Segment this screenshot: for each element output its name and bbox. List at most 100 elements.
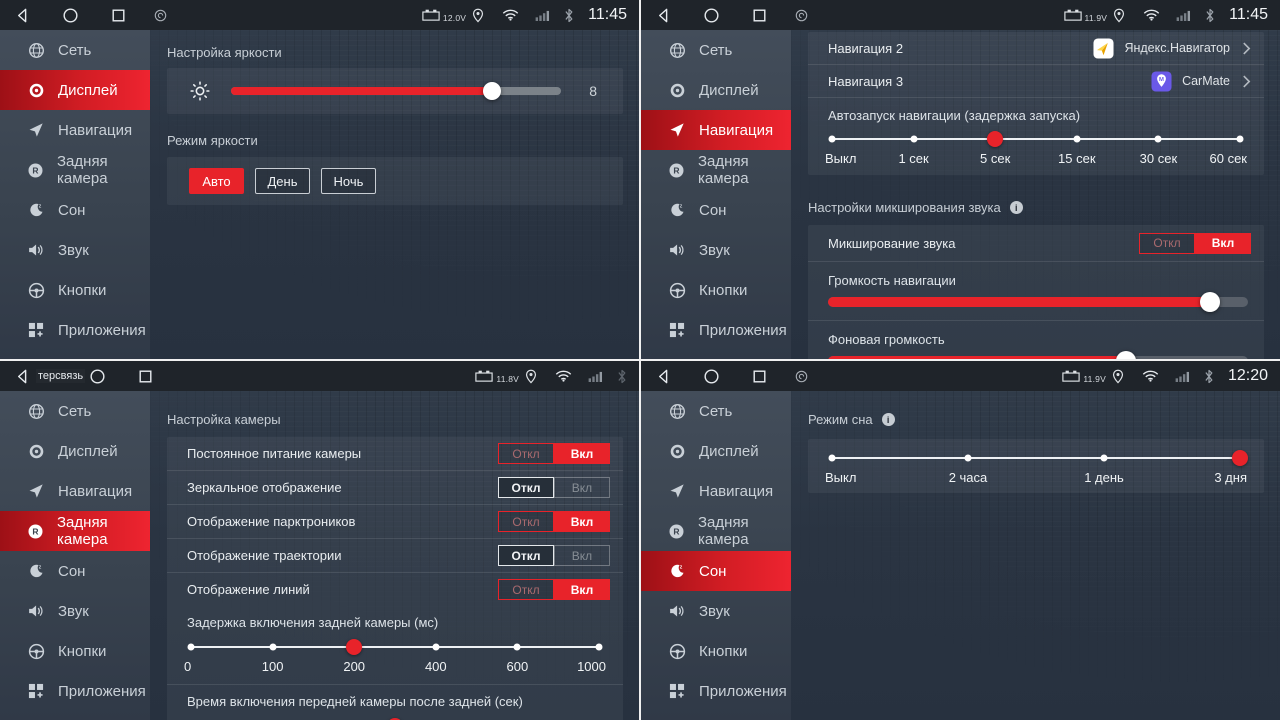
step-slider-track[interactable] xyxy=(191,717,599,720)
sidebar-item-sleep[interactable]: z Сон xyxy=(0,551,150,591)
recents-icon[interactable] xyxy=(137,368,154,385)
camera-delay-slider[interactable]: 0 100 200 400 600 1000 xyxy=(184,638,606,674)
toggle-off-button[interactable]: Откл xyxy=(498,443,554,464)
sidebar-item-network[interactable]: Сеть xyxy=(0,30,150,70)
toggle-on-button[interactable]: Вкл xyxy=(554,579,610,600)
sidebar-item-display[interactable]: Дисплей xyxy=(641,431,791,471)
autostart-delay-slider[interactable]: Выкл 1 сек 5 сек 15 сек 30 сек 60 сек xyxy=(825,130,1247,166)
sidebar-item-label: Дисплей xyxy=(58,81,118,99)
clock-label: 11:45 xyxy=(588,6,627,23)
step-slider-track[interactable] xyxy=(828,449,1248,467)
slider-track[interactable] xyxy=(828,351,1248,359)
sidebar-item-sleep[interactable]: z Сон xyxy=(641,551,791,591)
slider-track[interactable] xyxy=(828,292,1248,312)
navigation2-row[interactable]: Навигация 2 Яндекс.Навигатор xyxy=(808,32,1264,64)
toggle-off-button[interactable]: Откл xyxy=(1139,232,1195,254)
sidebar-item-apps[interactable]: Приложения xyxy=(641,310,791,350)
sidebar-item-label: Звук xyxy=(58,241,89,259)
sidebar-item-buttons[interactable]: Кнопки xyxy=(0,270,150,310)
divider xyxy=(808,320,1264,321)
sidebar-item-navigation[interactable]: Навигация xyxy=(641,110,791,150)
home-icon[interactable] xyxy=(89,368,106,385)
sidebar-item-sound[interactable]: Звук xyxy=(641,230,791,270)
sidebar-item-display[interactable]: Дисплей xyxy=(641,70,791,110)
sleep-mode-slider[interactable]: Выкл 2 часа 1 день 3 дня xyxy=(825,449,1248,485)
front-camera-time-slider[interactable]: Выкл10152060 xyxy=(191,717,599,720)
back-icon[interactable] xyxy=(655,368,672,385)
toggle-on-button[interactable]: Вкл xyxy=(554,545,610,566)
sidebar-item-sleep[interactable]: z Сон xyxy=(641,190,791,230)
background-volume-slider[interactable] xyxy=(828,351,1248,359)
toggle-off-button[interactable]: Откл xyxy=(498,477,554,498)
step-slider-track[interactable] xyxy=(828,130,1244,148)
sidebar-item-apps[interactable]: Приложения xyxy=(0,310,150,350)
sidebar-item-label: Сеть xyxy=(699,41,733,59)
home-icon[interactable] xyxy=(703,7,720,24)
sidebar-item-apps[interactable]: Приложения xyxy=(0,671,150,711)
sidebar-item-rear-camera[interactable]: R Задняя камера xyxy=(0,511,150,551)
sidebar-item-sound[interactable]: Звук xyxy=(641,591,791,631)
recents-icon[interactable] xyxy=(751,7,768,24)
home-icon[interactable] xyxy=(703,368,720,385)
sidebar-item-rear-camera[interactable]: R Задняя камера xyxy=(641,511,791,551)
sidebar-item-label: Сеть xyxy=(58,402,92,420)
sidebar-item-navigation[interactable]: Навигация xyxy=(0,110,150,150)
network-icon xyxy=(27,403,45,420)
sidebar-item-navigation[interactable]: Навигация xyxy=(0,471,150,511)
brightness-mode-button[interactable]: День xyxy=(255,168,310,194)
sidebar-item-buttons[interactable]: Кнопки xyxy=(641,631,791,671)
back-icon[interactable] xyxy=(655,7,672,24)
slider-track[interactable] xyxy=(231,82,561,100)
brightness-value: 8 xyxy=(589,83,597,99)
back-icon[interactable] xyxy=(14,7,31,24)
navigation-settings-content: Навигация 2 Яндекс.Навигатор Навигация 3 xyxy=(791,30,1280,359)
step-slider-track[interactable] xyxy=(187,638,603,656)
sidebar-item-sound[interactable]: Звук xyxy=(0,230,150,270)
svg-text:R: R xyxy=(32,165,38,175)
sidebar-item-buttons[interactable]: Кнопки xyxy=(0,631,150,671)
sidebar-item-network[interactable]: Сеть xyxy=(0,391,150,431)
sidebar-item-network[interactable]: Сеть xyxy=(641,30,791,70)
home-icon[interactable] xyxy=(62,7,79,24)
navigation3-row[interactable]: Навигация 3 M CarMate xyxy=(808,65,1264,97)
sidebar-item-apps[interactable]: Приложения xyxy=(641,671,791,711)
brightness-mode-button[interactable]: Ночь xyxy=(321,168,376,194)
sidebar-item-rear-camera[interactable]: R Задняя камера xyxy=(0,150,150,190)
battery-voltage-label: 12.0V xyxy=(442,13,467,23)
slider-thumb[interactable] xyxy=(1116,351,1137,359)
sidebar-item-network[interactable]: Сеть xyxy=(641,391,791,431)
info-icon[interactable]: i xyxy=(881,413,895,426)
recents-icon[interactable] xyxy=(751,368,768,385)
navigation-volume-slider[interactable] xyxy=(828,292,1248,312)
brightness-mode-button[interactable]: Авто xyxy=(189,168,244,194)
brightness-slider[interactable] xyxy=(231,82,561,100)
toggle-on-button[interactable]: Вкл xyxy=(554,443,610,464)
battery-icon xyxy=(1062,370,1081,382)
slider-thumb[interactable] xyxy=(482,82,501,100)
sidebar-item-navigation[interactable]: Навигация xyxy=(641,471,791,511)
sidebar-item-label: Приложения xyxy=(699,321,787,339)
info-icon[interactable]: i xyxy=(1009,201,1023,214)
svg-text:R: R xyxy=(673,165,679,175)
setting-label: Отображение линий xyxy=(187,582,310,597)
battery-icon xyxy=(422,9,440,21)
sidebar-item-display[interactable]: Дисплей xyxy=(0,70,150,110)
slider-thumb[interactable] xyxy=(1200,292,1221,312)
sidebar-item-sound[interactable]: Звук xyxy=(0,591,150,631)
status-bar: 11.9V 11:45 xyxy=(641,0,1280,30)
toggle-on-button[interactable]: Вкл xyxy=(554,511,610,532)
toggle-off-button[interactable]: Откл xyxy=(498,511,554,532)
sidebar-item-buttons[interactable]: Кнопки xyxy=(641,270,791,310)
sidebar-item-sleep[interactable]: z Сон xyxy=(0,190,150,230)
sidebar-item-label: Задняя камера xyxy=(698,514,749,548)
toggle-off-button[interactable]: Откл xyxy=(498,545,554,566)
sidebar-item-rear-camera[interactable]: R Задняя камера xyxy=(641,150,791,190)
back-icon[interactable] xyxy=(14,368,31,385)
toggle-on-button[interactable]: Вкл xyxy=(1195,232,1251,254)
slider-stop-label: 2 часа xyxy=(948,470,988,485)
sidebar-item-display[interactable]: Дисплей xyxy=(0,431,150,471)
toggle-off-button[interactable]: Откл xyxy=(498,579,554,600)
wifi-icon xyxy=(1143,9,1160,21)
toggle-on-button[interactable]: Вкл xyxy=(554,477,610,498)
recents-icon[interactable] xyxy=(110,7,127,24)
